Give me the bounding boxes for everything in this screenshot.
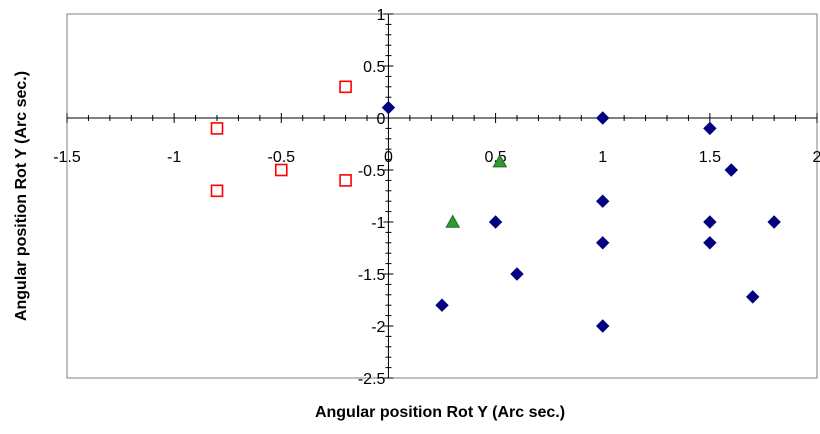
x-tick-labels: -1.5 -1 -0.5 0 0.5 1 1.5 2 [53,149,820,166]
y-tick-label: 0.5 [363,59,385,76]
diamond-point [435,298,449,312]
square-point [210,122,224,135]
diamond-point [724,163,738,177]
y-tick-label: -2.5 [358,371,386,388]
y-axis-title: Angular position Rot Y (Arc sec.) [13,70,30,322]
y-tick-label: 1 [377,7,386,24]
square-point [339,174,352,187]
data-points [210,80,781,333]
diamond-point [596,194,610,208]
x-tick-label: 1.5 [699,149,721,166]
x-tick-label: 0 [384,149,393,166]
diamond-point [596,236,610,250]
y-tick-label: -1.5 [358,267,386,284]
y-tick-label: -0.5 [358,163,386,180]
x-tick-label: -1 [167,149,181,166]
diamond-point [703,121,717,136]
diamond-point [510,267,524,281]
triangle-point [445,214,461,228]
x-tick-label: -1.5 [53,149,81,166]
square-point [210,184,224,198]
x-axis-title: Angular position Rot Y (Arc sec.) [314,404,566,421]
square-point [274,163,288,177]
y-tick-label: -2 [371,319,385,336]
diamond-point [703,236,717,250]
y-tick-label: 0 [377,111,386,128]
x-tick-label: 2 [813,149,820,166]
diamond-point [767,215,781,229]
diamond-point [596,111,610,125]
diamond-point [746,290,760,304]
plot-area [66,13,818,379]
axes [66,13,818,379]
diamond-point [596,319,610,333]
x-tick-label: 1 [598,149,607,166]
square-point [339,80,352,94]
diamond-point [488,215,503,229]
y-tick-labels: 1 0.5 0 -0.5 -1 -1.5 -2 -2.5 [358,7,386,388]
y-tick-label: -1 [371,215,385,232]
x-tick-label: -0.5 [267,149,295,166]
triangle-point [492,154,508,168]
diamond-point [381,100,396,115]
diamond-point [703,215,717,229]
